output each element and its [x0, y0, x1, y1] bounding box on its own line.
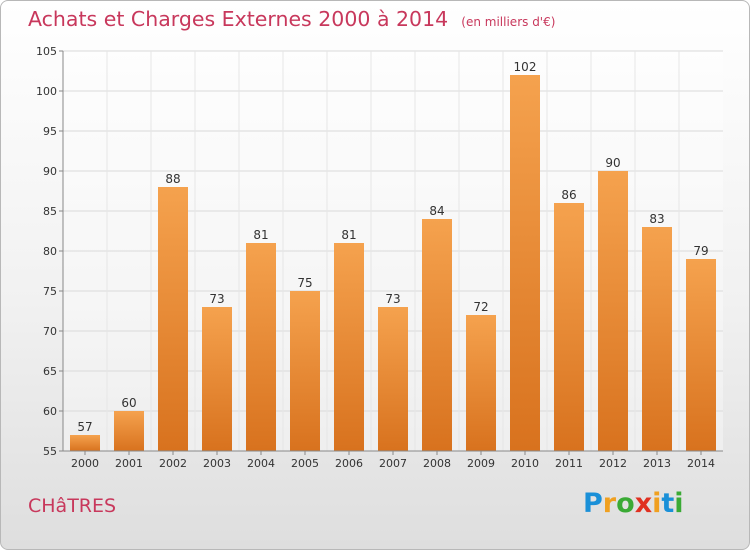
bar-2004: [246, 243, 276, 451]
x-tick-label-2008: 2008: [423, 457, 451, 470]
y-tick-label: 80: [43, 245, 57, 258]
y-tick-label: 105: [36, 45, 57, 58]
x-tick-label-2006: 2006: [335, 457, 363, 470]
x-tick-label-2012: 2012: [599, 457, 627, 470]
data-label-2010: 102: [514, 60, 537, 74]
data-label-2012: 90: [605, 156, 620, 170]
y-tick-label: 85: [43, 205, 57, 218]
y-tick-label: 65: [43, 365, 57, 378]
bar-2011: [554, 203, 584, 451]
x-tick-label-2005: 2005: [291, 457, 319, 470]
x-tick-label-2009: 2009: [467, 457, 495, 470]
bar-2013: [642, 227, 672, 451]
bar-2008: [422, 219, 452, 451]
y-tick-label: 70: [43, 325, 57, 338]
bar-2007: [378, 307, 408, 451]
chart-subtitle: (en milliers d'€): [461, 15, 556, 29]
bar-2002: [158, 187, 188, 451]
logo-letter: r: [602, 488, 617, 519]
x-tick-label-2000: 2000: [71, 457, 99, 470]
data-label-2004: 81: [253, 228, 268, 242]
data-label-2005: 75: [297, 276, 312, 290]
y-tick-label: 55: [43, 445, 57, 458]
commune-name: CHâTRES: [28, 495, 117, 517]
bar-2000: [70, 435, 100, 451]
proxiti-logo: Proxiti: [583, 488, 684, 519]
logo-letter: P: [583, 488, 603, 519]
y-tick-label: 60: [43, 405, 57, 418]
title-row: Achats et Charges Externes 2000 à 2014 (…: [28, 7, 555, 31]
data-label-2001: 60: [121, 396, 136, 410]
logo-letter: i: [674, 488, 684, 519]
bar-2003: [202, 307, 232, 451]
data-label-2014: 79: [693, 244, 708, 258]
logo-letter: i: [652, 488, 662, 519]
data-label-2011: 86: [561, 188, 576, 202]
x-tick-label-2001: 2001: [115, 457, 143, 470]
y-tick-label: 75: [43, 285, 57, 298]
data-label-2007: 73: [385, 292, 400, 306]
x-tick-label-2004: 2004: [247, 457, 275, 470]
x-tick-label-2014: 2014: [687, 457, 715, 470]
bar-2001: [114, 411, 144, 451]
x-tick-label-2010: 2010: [511, 457, 539, 470]
chart-title: Achats et Charges Externes 2000 à 2014: [28, 7, 449, 31]
bar-2012: [598, 171, 628, 451]
bar-2009: [466, 315, 496, 451]
data-label-2008: 84: [429, 204, 444, 218]
logo-letter: x: [634, 488, 653, 519]
data-label-2003: 73: [209, 292, 224, 306]
bar-2006: [334, 243, 364, 451]
data-label-2000: 57: [77, 420, 92, 434]
x-tick-label-2003: 2003: [203, 457, 231, 470]
y-tick-label: 95: [43, 125, 57, 138]
logo-letter: o: [616, 488, 635, 519]
data-label-2002: 88: [165, 172, 180, 186]
y-tick-label: 100: [36, 85, 57, 98]
bar-2014: [686, 259, 716, 451]
data-label-2013: 83: [649, 212, 664, 226]
x-tick-label-2007: 2007: [379, 457, 407, 470]
data-label-2006: 81: [341, 228, 356, 242]
y-tick-label: 90: [43, 165, 57, 178]
bar-2010: [510, 75, 540, 451]
x-tick-label-2002: 2002: [159, 457, 187, 470]
data-label-2009: 72: [473, 300, 488, 314]
bar-2005: [290, 291, 320, 451]
logo-letter: t: [661, 488, 675, 519]
x-tick-label-2011: 2011: [555, 457, 583, 470]
x-tick-label-2013: 2013: [643, 457, 671, 470]
